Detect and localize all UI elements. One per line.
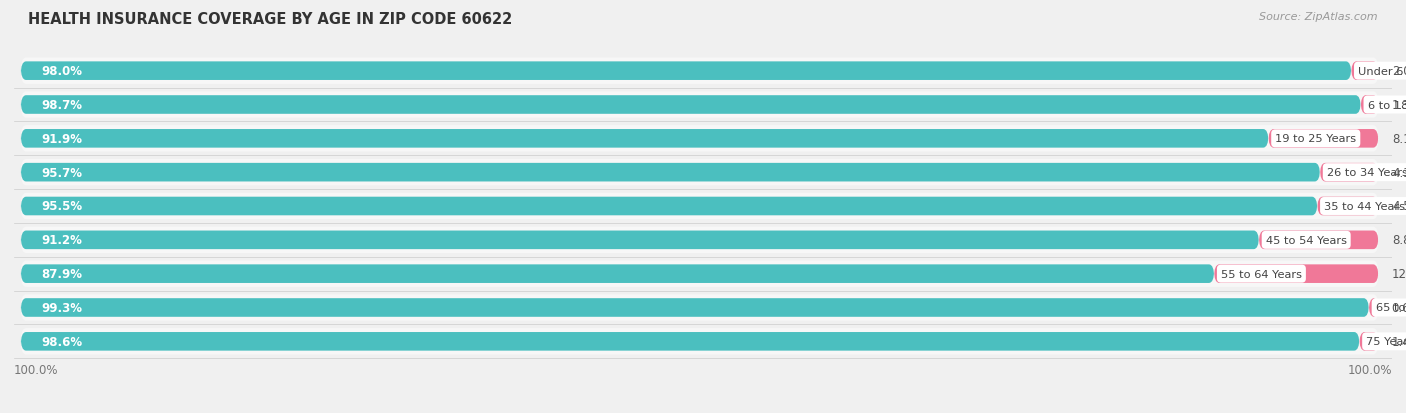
FancyBboxPatch shape xyxy=(1320,164,1378,182)
Text: 19 to 25 Years: 19 to 25 Years xyxy=(1275,134,1357,144)
Text: 2.0%: 2.0% xyxy=(1392,65,1406,78)
FancyBboxPatch shape xyxy=(21,58,1378,85)
FancyBboxPatch shape xyxy=(21,261,1378,287)
Text: 35 to 44 Years: 35 to 44 Years xyxy=(1324,202,1405,211)
FancyBboxPatch shape xyxy=(21,332,1360,351)
Text: Source: ZipAtlas.com: Source: ZipAtlas.com xyxy=(1260,12,1378,22)
FancyBboxPatch shape xyxy=(21,126,1378,152)
Text: 98.7%: 98.7% xyxy=(41,99,82,112)
Text: 26 to 34 Years: 26 to 34 Years xyxy=(1327,168,1406,178)
FancyBboxPatch shape xyxy=(1361,96,1378,114)
FancyBboxPatch shape xyxy=(21,92,1378,119)
FancyBboxPatch shape xyxy=(1351,62,1378,81)
Text: 8.1%: 8.1% xyxy=(1392,133,1406,145)
Text: HEALTH INSURANCE COVERAGE BY AGE IN ZIP CODE 60622: HEALTH INSURANCE COVERAGE BY AGE IN ZIP … xyxy=(28,12,512,27)
FancyBboxPatch shape xyxy=(21,193,1378,220)
Text: 45 to 54 Years: 45 to 54 Years xyxy=(1265,235,1347,245)
Text: 75 Years and older: 75 Years and older xyxy=(1367,337,1406,347)
Text: 4.3%: 4.3% xyxy=(1392,166,1406,179)
Text: Under 6 Years: Under 6 Years xyxy=(1358,66,1406,76)
FancyBboxPatch shape xyxy=(21,227,1378,254)
Text: 6 to 18 Years: 6 to 18 Years xyxy=(1368,100,1406,110)
FancyBboxPatch shape xyxy=(21,130,1268,148)
Text: 99.3%: 99.3% xyxy=(41,301,82,314)
Text: 87.9%: 87.9% xyxy=(41,268,82,280)
FancyBboxPatch shape xyxy=(21,62,1351,81)
Text: 95.7%: 95.7% xyxy=(41,166,82,179)
Text: 1.3%: 1.3% xyxy=(1392,99,1406,112)
Text: 4.5%: 4.5% xyxy=(1392,200,1406,213)
Text: 12.1%: 12.1% xyxy=(1392,268,1406,280)
FancyBboxPatch shape xyxy=(1360,332,1378,351)
Text: 8.8%: 8.8% xyxy=(1392,234,1406,247)
FancyBboxPatch shape xyxy=(21,197,1317,216)
Text: 65 to 74 Years: 65 to 74 Years xyxy=(1375,303,1406,313)
FancyBboxPatch shape xyxy=(21,294,1378,321)
FancyBboxPatch shape xyxy=(1215,265,1378,283)
FancyBboxPatch shape xyxy=(1258,231,1378,249)
Text: 1.4%: 1.4% xyxy=(1392,335,1406,348)
FancyBboxPatch shape xyxy=(1369,299,1378,317)
FancyBboxPatch shape xyxy=(21,164,1320,182)
FancyBboxPatch shape xyxy=(1268,130,1378,148)
Text: 100.0%: 100.0% xyxy=(14,363,59,376)
FancyBboxPatch shape xyxy=(21,299,1369,317)
FancyBboxPatch shape xyxy=(1317,197,1378,216)
FancyBboxPatch shape xyxy=(21,328,1378,355)
Text: 98.0%: 98.0% xyxy=(41,65,82,78)
Text: 91.2%: 91.2% xyxy=(41,234,82,247)
FancyBboxPatch shape xyxy=(21,265,1215,283)
Text: 100.0%: 100.0% xyxy=(1347,363,1392,376)
Text: 95.5%: 95.5% xyxy=(41,200,83,213)
Text: 98.6%: 98.6% xyxy=(41,335,83,348)
FancyBboxPatch shape xyxy=(21,96,1361,114)
Text: 55 to 64 Years: 55 to 64 Years xyxy=(1220,269,1302,279)
Text: 0.68%: 0.68% xyxy=(1392,301,1406,314)
FancyBboxPatch shape xyxy=(21,231,1258,249)
FancyBboxPatch shape xyxy=(21,159,1378,186)
Text: 91.9%: 91.9% xyxy=(41,133,82,145)
